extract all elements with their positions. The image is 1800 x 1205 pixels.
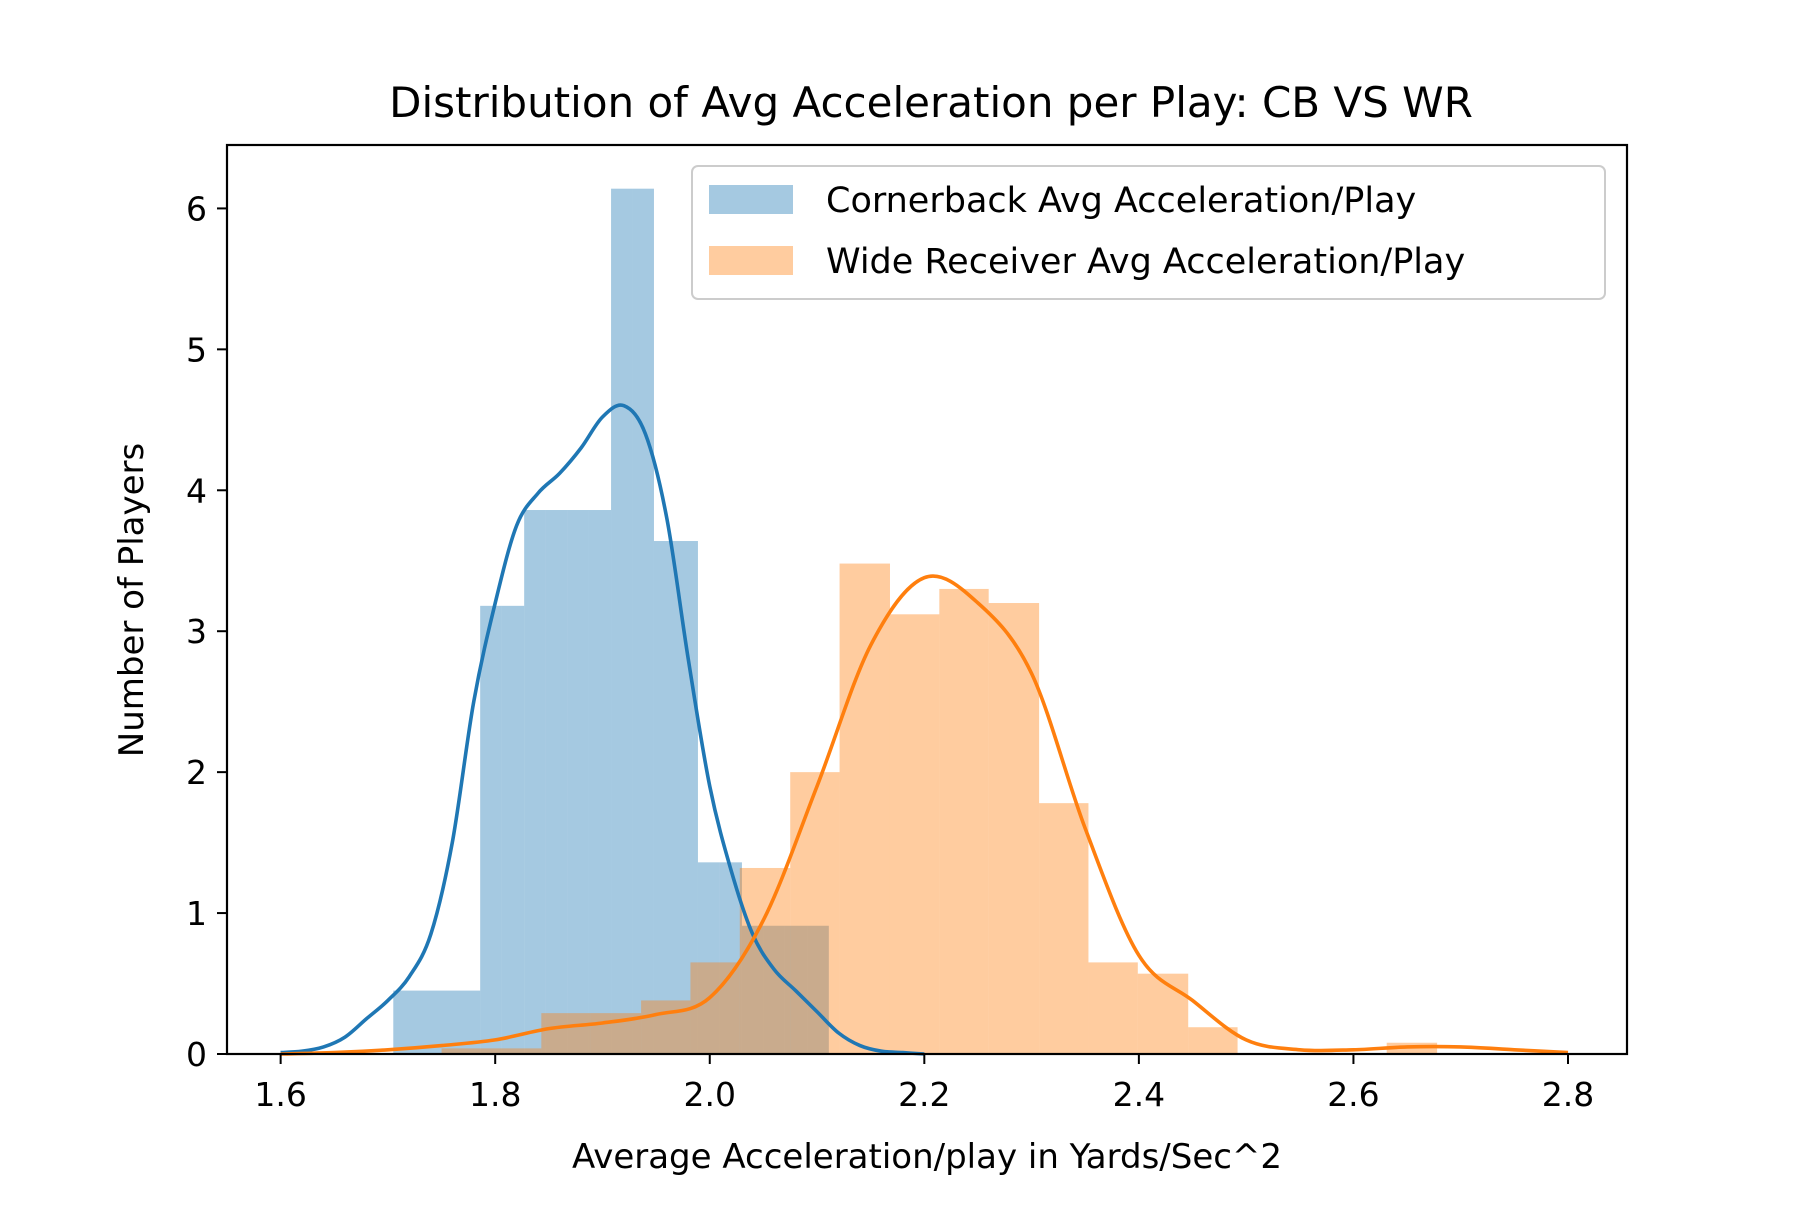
x-tick-label: 1.8 [469, 1075, 521, 1114]
chart-title: Distribution of Avg Acceleration per Pla… [389, 78, 1473, 127]
histogram-bar-wide-receiver [739, 867, 791, 1054]
histogram-bar-cornerback [632, 188, 654, 1055]
histogram-bar-cornerback [524, 510, 546, 1055]
y-tick-label: 4 [186, 471, 207, 510]
y-tick-label: 5 [186, 330, 207, 369]
x-tick-label: 2.0 [684, 1075, 736, 1114]
histogram-bar-cornerback [567, 510, 589, 1055]
histogram-bar-wide-receiver [988, 603, 1040, 1054]
y-tick-label: 3 [186, 612, 207, 651]
histogram-bar-cornerback [588, 510, 612, 1055]
histogram-bar-cornerback [807, 925, 829, 1054]
histogram-bar-cornerback [741, 925, 764, 1054]
histogram-bar-cornerback [501, 605, 525, 1054]
legend-label-wide-receiver: Wide Receiver Avg Acceleration/Play [826, 242, 1465, 282]
histogram-bar-wide-receiver [839, 563, 890, 1054]
x-tick-label: 2.8 [1542, 1075, 1594, 1114]
x-tick-label: 2.4 [1113, 1075, 1165, 1114]
histogram-bar-wide-receiver [790, 772, 840, 1054]
histogram-bar-cornerback [653, 541, 677, 1054]
histogram-bar-cornerback [545, 510, 568, 1055]
histogram-bar-wide-receiver [1088, 962, 1138, 1054]
x-tick-label: 2.6 [1327, 1075, 1379, 1114]
histogram-bar-wide-receiver [1137, 973, 1189, 1054]
histogram-bar-cornerback [697, 862, 720, 1054]
y-tick-label: 2 [186, 753, 207, 792]
y-tick-label: 1 [186, 894, 207, 933]
histogram-bar-wide-receiver [490, 1048, 542, 1054]
histogram-bar-wide-receiver [1039, 803, 1089, 1054]
histogram-bar-cornerback [719, 862, 742, 1054]
y-axis: 0 1 2 3 4 5 6 [186, 189, 227, 1074]
legend-frame [691, 165, 1606, 300]
y-tick-label: 6 [186, 189, 207, 228]
kde-line-cornerback [280, 403, 925, 1056]
histogram-bar-cornerback [676, 541, 698, 1054]
x-axis-label: Average Acceleration/play in Yards/Sec^2 [572, 1137, 1282, 1177]
y-axis-label: Number of Players [112, 443, 152, 757]
density-curves [280, 403, 1569, 1056]
histogram-bar-wide-receiver [889, 614, 940, 1054]
kde-line-wide-receiver [280, 574, 1569, 1056]
histogram-bar-wide-receiver [541, 1013, 591, 1054]
histogram-bar-wide-receiver [690, 962, 740, 1054]
y-tick-label: 0 [186, 1035, 207, 1074]
histogram-bar-wide-receiver [939, 588, 989, 1054]
legend: Cornerback Avg Acceleration/Play Wide Re… [691, 165, 1606, 300]
x-tick-label: 2.2 [898, 1075, 950, 1114]
legend-swatch-wide-receiver [709, 246, 793, 275]
legend-swatch-cornerback [709, 185, 793, 214]
histogram-bar-wide-receiver [441, 1048, 491, 1054]
x-axis: 1.6 1.8 2.0 2.2 2.4 2.6 2.8 [254, 1054, 1594, 1114]
legend-label-cornerback: Cornerback Avg Acceleration/Play [826, 181, 1416, 221]
histogram-bars [393, 188, 1438, 1055]
x-tick-label: 1.6 [254, 1075, 306, 1114]
plot-area-frame [225, 143, 1629, 1056]
histogram-bar-cornerback [611, 188, 633, 1055]
histogram-bar-wide-receiver [641, 1000, 691, 1054]
histogram-bar-cornerback [480, 605, 502, 1054]
histogram-bar-cornerback [763, 925, 785, 1054]
